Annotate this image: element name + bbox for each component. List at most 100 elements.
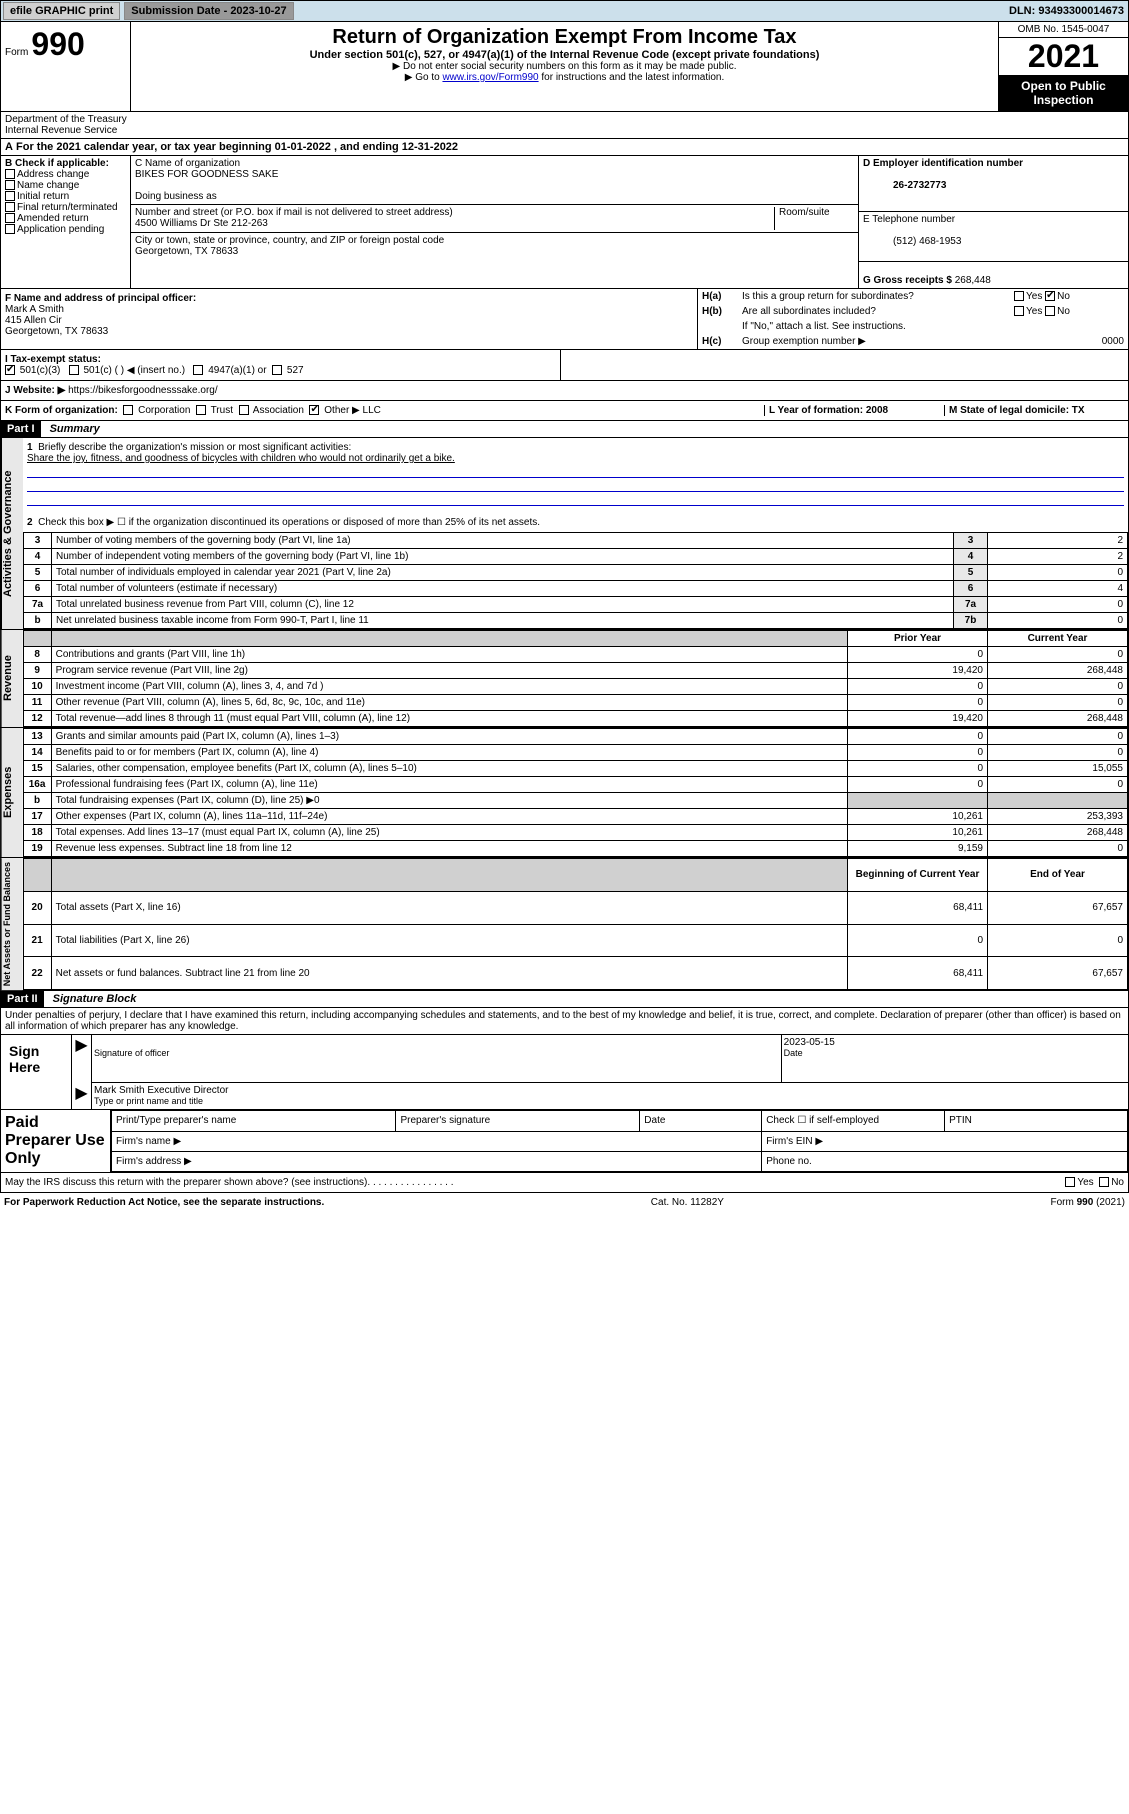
rev-8-text: Contributions and grants (Part VIII, lin… bbox=[51, 647, 847, 663]
year-box: OMB No. 1545-0047 2021 Open to Public In… bbox=[998, 22, 1128, 111]
k-other-checkbox[interactable] bbox=[309, 405, 319, 415]
k-other-value: LLC bbox=[363, 405, 381, 416]
k-row: K Form of organization: Corporation Trus… bbox=[0, 401, 1129, 421]
rev-row-10: 10Investment income (Part VIII, column (… bbox=[23, 679, 1127, 695]
gov-row-7a: 7aTotal unrelated business revenue from … bbox=[24, 597, 1128, 613]
sig-officer-field[interactable]: Signature of officer bbox=[91, 1035, 781, 1083]
governance-table: 3Number of voting members of the governi… bbox=[23, 532, 1128, 629]
501c3-label: 501(c)(3) bbox=[20, 365, 61, 376]
tax-year: 2021 bbox=[999, 38, 1128, 75]
gov-7a-val: 0 bbox=[988, 597, 1128, 613]
net-row-20: 20Total assets (Part X, line 16)68,41167… bbox=[23, 891, 1127, 924]
501c3-checkbox[interactable] bbox=[5, 365, 15, 375]
checkbox-initial-return[interactable] bbox=[5, 191, 15, 201]
rev-row-9: 9Program service revenue (Part VIII, lin… bbox=[23, 663, 1127, 679]
hb-no-checkbox[interactable] bbox=[1045, 306, 1055, 316]
firm-name-cell[interactable]: Firm's name ▶ bbox=[112, 1131, 762, 1151]
pp-name-cell[interactable]: Print/Type preparer's name bbox=[112, 1111, 396, 1131]
exp-19-text: Revenue less expenses. Subtract line 18 … bbox=[51, 841, 847, 857]
goto-note: ▶ Go to www.irs.gov/Form990 for instruct… bbox=[135, 72, 994, 83]
sign-here-label: Sign Here bbox=[1, 1035, 71, 1083]
527-checkbox[interactable] bbox=[272, 365, 282, 375]
rev-row-11: 11Other revenue (Part VIII, column (A), … bbox=[23, 695, 1127, 711]
checkbox-final-return[interactable] bbox=[5, 202, 15, 212]
pp-ptin-cell[interactable]: PTIN bbox=[945, 1111, 1128, 1131]
hb-no: No bbox=[1057, 306, 1070, 317]
may-irs-no-checkbox[interactable] bbox=[1099, 1177, 1109, 1187]
exp-row-15: 15Salaries, other compensation, employee… bbox=[23, 761, 1127, 777]
501c-checkbox[interactable] bbox=[69, 365, 79, 375]
mission-blank-3 bbox=[27, 492, 1124, 506]
4947-checkbox[interactable] bbox=[193, 365, 203, 375]
submission-date-button[interactable]: Submission Date - 2023-10-27 bbox=[124, 2, 293, 20]
hb-note: If "No," attach a list. See instructions… bbox=[742, 321, 1124, 332]
exp-18-text: Total expenses. Add lines 13–17 (must eq… bbox=[51, 825, 847, 841]
rev-8-cur: 0 bbox=[988, 647, 1128, 663]
line1-label: Briefly describe the organization's miss… bbox=[38, 442, 351, 453]
name-title-value: Mark Smith Executive Director bbox=[94, 1085, 228, 1096]
gross-label: G Gross receipts $ bbox=[863, 275, 952, 286]
officer-addr1: 415 Allen Cir bbox=[5, 315, 62, 326]
k-assoc-checkbox[interactable] bbox=[239, 405, 249, 415]
may-irs-yes-checkbox[interactable] bbox=[1065, 1177, 1075, 1187]
dept-treasury: Department of the Treasury Internal Reve… bbox=[1, 112, 131, 138]
ha-no: No bbox=[1057, 291, 1070, 302]
b-opt-5: Application pending bbox=[17, 224, 104, 235]
checkbox-name-change[interactable] bbox=[5, 180, 15, 190]
4947-label: 4947(a)(1) or bbox=[208, 365, 266, 376]
l-label: L Year of formation: 2008 bbox=[769, 405, 888, 416]
vlabel-expenses: Expenses bbox=[1, 728, 23, 857]
may-irs-text: May the IRS discuss this return with the… bbox=[5, 1177, 367, 1188]
firm-addr-cell[interactable]: Firm's address ▶ bbox=[112, 1151, 762, 1171]
efile-print-button[interactable]: efile GRAPHIC print bbox=[3, 2, 120, 20]
checkbox-amended[interactable] bbox=[5, 213, 15, 223]
b-opt-1: Name change bbox=[17, 180, 79, 191]
checkbox-address-change[interactable] bbox=[5, 169, 15, 179]
footer: For Paperwork Reduction Act Notice, see … bbox=[0, 1193, 1129, 1212]
exp-14-prior: 0 bbox=[848, 745, 988, 761]
hb-yes-checkbox[interactable] bbox=[1014, 306, 1024, 316]
period-text: For the 2021 calendar year, or tax year … bbox=[16, 141, 458, 153]
checkbox-app-pending[interactable] bbox=[5, 224, 15, 234]
exp-row-13: 13Grants and similar amounts paid (Part … bbox=[23, 729, 1127, 745]
k-corp-checkbox[interactable] bbox=[123, 405, 133, 415]
pp-date-cell[interactable]: Date bbox=[640, 1111, 762, 1131]
gov-6-box: 6 bbox=[954, 581, 988, 597]
website-row: J Website: ▶ https://bikesforgoodnesssak… bbox=[0, 381, 1129, 401]
exp-15-cur: 15,055 bbox=[988, 761, 1128, 777]
form-footer: Form 990 (2021) bbox=[1051, 1197, 1125, 1208]
k-opt-2: Association bbox=[253, 405, 304, 416]
gov-row-3: 3Number of voting members of the governi… bbox=[24, 533, 1128, 549]
officer-label: F Name and address of principal officer: bbox=[5, 293, 196, 304]
gov-3-box: 3 bbox=[954, 533, 988, 549]
addr-row: Number and street (or P.O. box if mail i… bbox=[131, 205, 858, 233]
form-label: Form bbox=[5, 47, 28, 58]
dba-label: Doing business as bbox=[135, 191, 217, 202]
netassets-table: Beginning of Current YearEnd of Year 20T… bbox=[23, 858, 1128, 990]
gross-row: G Gross receipts $ 268,448 bbox=[859, 262, 1128, 288]
org-name: BIKES FOR GOODNESS SAKE bbox=[135, 169, 278, 180]
hb-text: Are all subordinates included? bbox=[742, 306, 1014, 317]
pp-selfemp-cell[interactable]: Check ☐ if self-employed bbox=[762, 1111, 945, 1131]
ha-yes-checkbox[interactable] bbox=[1014, 291, 1024, 301]
vlabel-revenue: Revenue bbox=[1, 630, 23, 727]
irs-link[interactable]: www.irs.gov/Form990 bbox=[442, 72, 538, 83]
phone-cell[interactable]: Phone no. bbox=[762, 1151, 1128, 1171]
exp-16b-prior bbox=[848, 793, 988, 809]
gov-3-text: Number of voting members of the governin… bbox=[52, 533, 954, 549]
h-box: H(a) Is this a group return for subordin… bbox=[698, 289, 1128, 349]
rev-12-prior: 19,420 bbox=[848, 711, 988, 727]
pp-sig-cell[interactable]: Preparer's signature bbox=[396, 1111, 640, 1131]
k-trust-checkbox[interactable] bbox=[196, 405, 206, 415]
firm-ein-cell[interactable]: Firm's EIN ▶ bbox=[762, 1131, 1128, 1151]
revenue-block: Revenue Prior YearCurrent Year 8Contribu… bbox=[0, 630, 1129, 728]
section-bcd: B Check if applicable: Address change Na… bbox=[0, 156, 1129, 289]
exp-18-prior: 10,261 bbox=[848, 825, 988, 841]
net-22-text: Net assets or fund balances. Subtract li… bbox=[51, 957, 847, 990]
tel-label: E Telephone number bbox=[863, 214, 955, 225]
dept-row: Department of the Treasury Internal Reve… bbox=[0, 112, 1129, 139]
ha-no-checkbox[interactable] bbox=[1045, 291, 1055, 301]
period-row: A For the 2021 calendar year, or tax yea… bbox=[0, 139, 1129, 156]
gov-7a-box: 7a bbox=[954, 597, 988, 613]
exp-row-19: 19Revenue less expenses. Subtract line 1… bbox=[23, 841, 1127, 857]
